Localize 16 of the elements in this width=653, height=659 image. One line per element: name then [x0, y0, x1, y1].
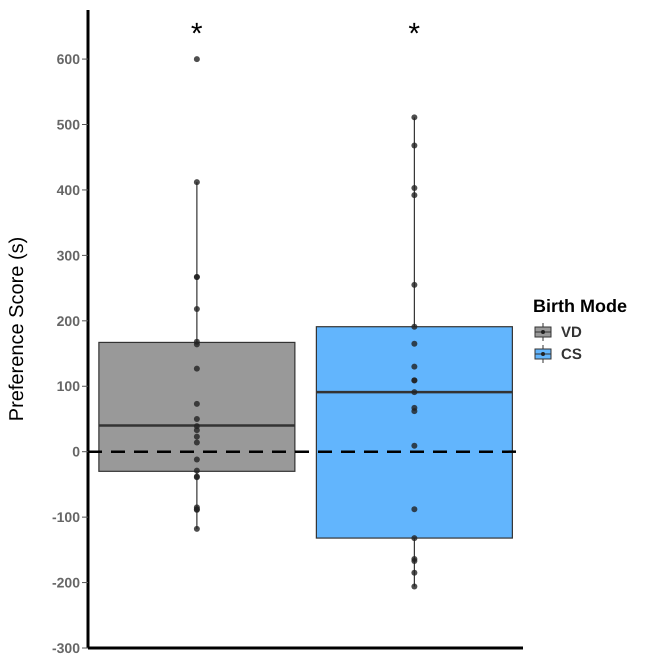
y-tick-label: 500: [56, 116, 80, 132]
y-tick-label: -100: [52, 509, 80, 526]
legend-title: Birth Mode: [533, 296, 627, 317]
annotation: *: [408, 17, 420, 50]
y-tick-label: 600: [56, 51, 80, 68]
y-tick-label: 300: [56, 247, 80, 264]
y-axis-title: Preference Score (s): [6, 236, 28, 422]
annotation: *: [190, 17, 203, 50]
y-tick-label: 200: [56, 312, 80, 329]
y-tick-label: 0: [72, 444, 80, 460]
y-tick-label: -300: [52, 640, 80, 656]
legend-label: CS: [561, 346, 582, 362]
legend-label: VD: [561, 324, 582, 340]
y-tick-label: 100: [56, 378, 80, 394]
y-tick-label: -200: [52, 574, 80, 591]
y-tick-label: 400: [56, 182, 80, 198]
